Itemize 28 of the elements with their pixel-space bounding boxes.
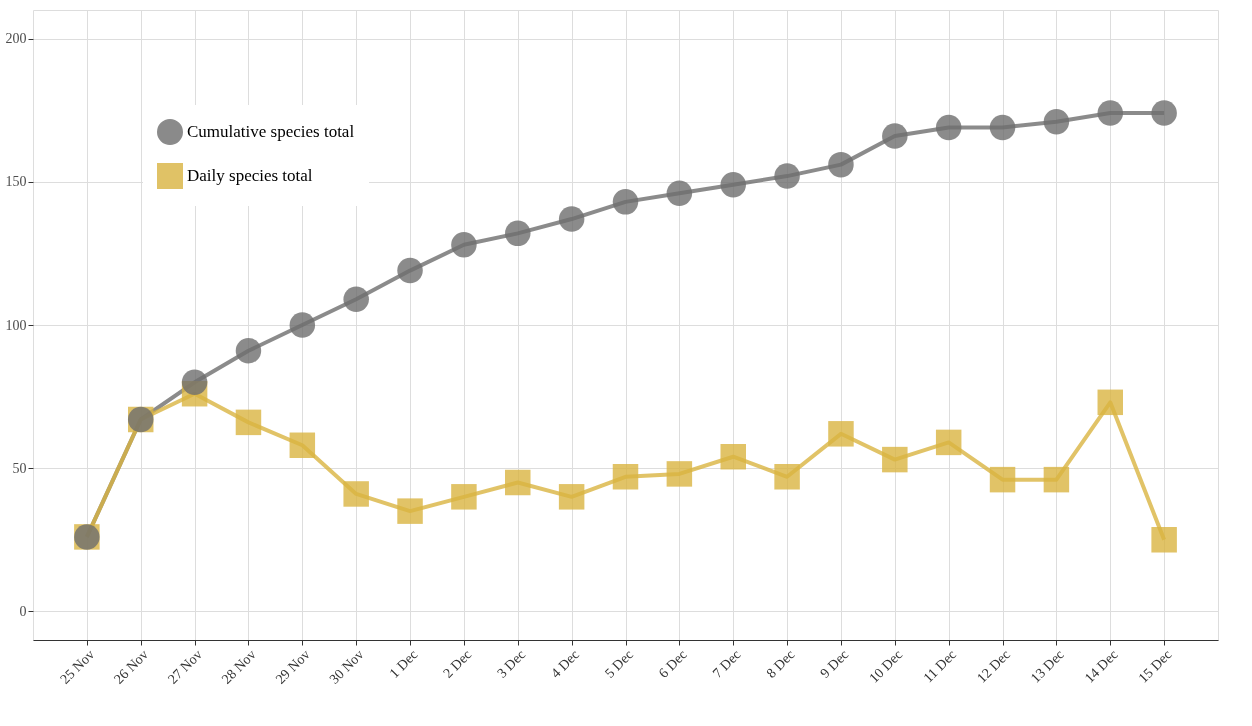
x-tick-label: 12 Dec xyxy=(974,646,1013,686)
y-tick-label: 150 xyxy=(5,174,27,190)
x-tick-label: 26 Nov xyxy=(111,646,152,687)
x-tick-label: 14 Dec xyxy=(1081,646,1121,686)
x-tick-label: 10 Dec xyxy=(866,646,906,686)
y-tick-label: 50 xyxy=(12,460,27,476)
x-tick-label: 15 Dec xyxy=(1135,646,1175,686)
x-tick-label: 2 Dec xyxy=(440,646,475,681)
x-tick-label: 3 Dec xyxy=(494,646,529,681)
y-tick-label: 0 xyxy=(19,603,27,619)
x-tick-label: 13 Dec xyxy=(1027,646,1067,686)
x-tick-label: 1 Dec xyxy=(386,646,421,681)
x-tick-label: 28 Nov xyxy=(218,646,259,687)
x-tick-label: 4 Dec xyxy=(548,646,583,681)
legend-label: Cumulative species total xyxy=(187,122,355,141)
x-tick-label: 30 Nov xyxy=(326,646,367,687)
x-tick-label: 6 Dec xyxy=(655,646,690,681)
x-tick-label: 5 Dec xyxy=(601,646,636,681)
x-tick-label: 25 Nov xyxy=(57,646,98,687)
x-tick-label: 29 Nov xyxy=(272,646,313,687)
legend-label: Daily species total xyxy=(187,166,313,185)
x-tick-label: 7 Dec xyxy=(709,646,744,681)
x-tick-label: 11 Dec xyxy=(920,646,960,686)
x-tick-label: 8 Dec xyxy=(763,646,798,681)
y-tick-label: 200 xyxy=(5,31,27,47)
x-tick-label: 9 Dec xyxy=(817,646,852,681)
y-tick-label: 100 xyxy=(5,317,27,333)
x-tick-label: 27 Nov xyxy=(164,646,205,687)
